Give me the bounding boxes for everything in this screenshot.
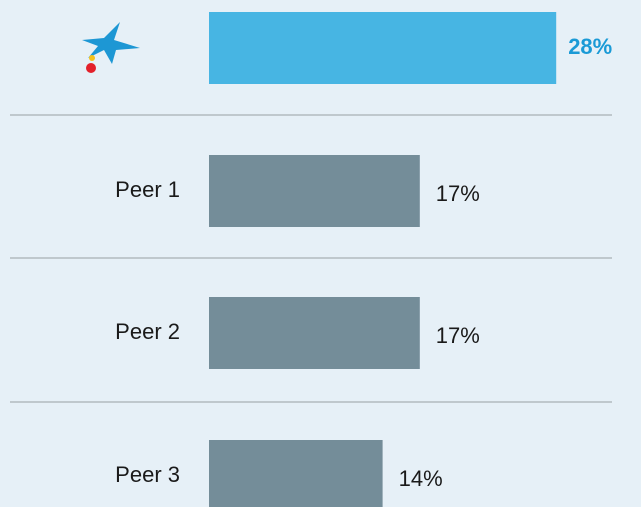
bar <box>209 440 383 507</box>
category-label: Peer 1 <box>115 177 180 202</box>
category-label: Peer 2 <box>115 319 180 344</box>
logo-dot-yellow <box>89 55 95 61</box>
bar <box>209 297 420 369</box>
value-label: 17% <box>436 181 480 206</box>
bar <box>209 155 420 227</box>
value-label: 28% <box>568 34 612 59</box>
bar <box>209 12 557 84</box>
logo-star <box>82 22 140 64</box>
value-label: 17% <box>436 323 480 348</box>
logo <box>82 22 140 73</box>
logo-dot-red <box>86 63 96 73</box>
value-label: 14% <box>399 466 443 491</box>
category-label: Peer 3 <box>115 462 180 487</box>
